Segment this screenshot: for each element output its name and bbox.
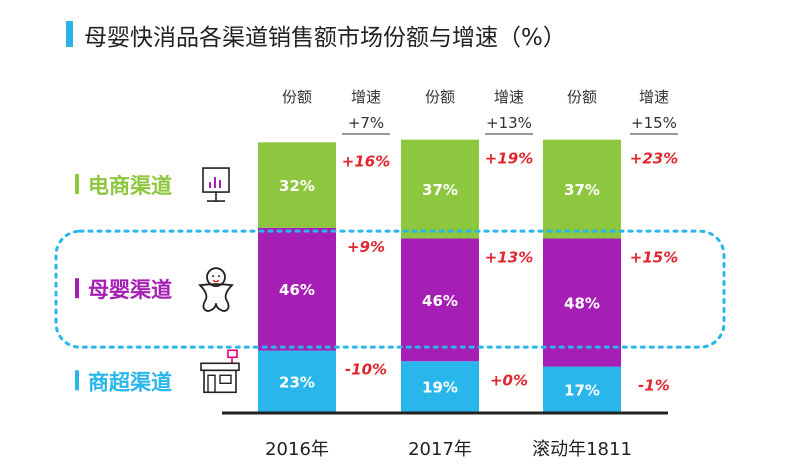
year-label-0: 2016年	[265, 439, 329, 460]
channel-label-1: 母婴渠道	[88, 278, 172, 302]
share-label-2-2: 17%	[564, 381, 600, 399]
bar-segment-2-2	[543, 366, 621, 412]
growth-label-0-2: +23%	[630, 150, 678, 168]
growth-label-2-0: -10%	[345, 361, 387, 379]
bar-segment-1-2	[543, 238, 621, 367]
header-growth-2: 增速	[639, 88, 669, 106]
highlight-box	[54, 229, 726, 349]
growth-label-2-1: +0%	[490, 371, 528, 389]
total-growth-1: +13%	[486, 114, 532, 132]
total-growth-2: +15%	[631, 114, 677, 132]
header-share-0: 份额	[282, 88, 312, 106]
growth-label-1-0: +9%	[347, 238, 385, 256]
channel-accent-1	[75, 278, 79, 299]
share-label-1-1: 46%	[422, 292, 458, 310]
total-growth-0: +7%	[348, 114, 384, 132]
channel-accent-2	[75, 370, 79, 391]
header-growth-0: 增速	[351, 88, 381, 106]
share-label-1-0: 46%	[279, 281, 315, 299]
share-label-0-1: 37%	[422, 181, 458, 199]
year-label-1: 2017年	[408, 439, 472, 460]
monitor-icon	[202, 167, 230, 202]
channel-label-2: 商超渠道	[88, 370, 172, 394]
channel-accent-0	[75, 174, 79, 195]
growth-label-0-1: +19%	[485, 150, 533, 168]
share-label-1-2: 48%	[564, 295, 600, 313]
growth-label-1-1: +13%	[485, 248, 533, 266]
header-share-1: 份额	[425, 88, 455, 106]
bar-segment-1-0	[258, 227, 336, 351]
bar-segment-2-1	[401, 361, 479, 412]
bar-segment-0-0	[258, 142, 336, 228]
store-icon	[200, 349, 240, 394]
bar-segment-1-1	[401, 238, 479, 362]
bar-segment-0-2	[543, 139, 621, 239]
title-accent-bar	[66, 21, 73, 47]
header-share-2: 份额	[567, 88, 597, 106]
growth-label-0-0: +16%	[342, 152, 390, 170]
bar-segment-2-0	[258, 350, 336, 412]
share-label-2-1: 19%	[422, 379, 458, 397]
growth-label-1-2: +15%	[630, 248, 678, 266]
baby-icon	[198, 267, 234, 313]
bar-segment-0-1	[401, 139, 479, 239]
header-growth-1: 增速	[494, 88, 524, 106]
channel-label-0: 电商渠道	[88, 174, 172, 198]
growth-label-2-2: -1%	[638, 377, 670, 395]
share-label-0-2: 37%	[564, 181, 600, 199]
share-label-0-0: 32%	[279, 177, 315, 195]
share-label-2-0: 23%	[279, 373, 315, 391]
chart-title: 母婴快消品各渠道销售额市场份额与增速（%）	[84, 25, 566, 51]
year-label-2: 滚动年1811	[532, 439, 632, 460]
